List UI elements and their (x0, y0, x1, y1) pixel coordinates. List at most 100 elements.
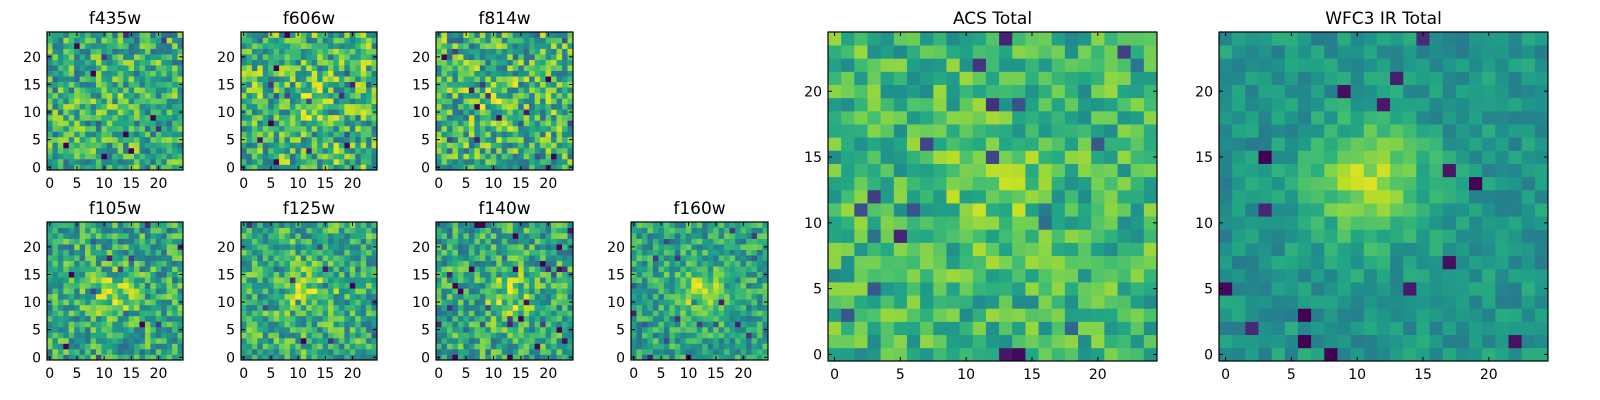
heatmap-cell (68, 249, 75, 256)
heatmap-cell (562, 120, 568, 127)
heatmap-cell (366, 326, 372, 333)
heatmap-cell (468, 164, 475, 171)
heatmap-cell (920, 347, 934, 362)
heatmap-cell (246, 59, 253, 66)
heatmap-cell (63, 343, 70, 350)
heatmap-cell (317, 222, 323, 228)
heatmap-cell (507, 233, 514, 239)
heatmap-cell (273, 54, 280, 60)
heatmap-cell (718, 315, 725, 322)
heatmap-cell (57, 120, 64, 127)
heatmap-cell (284, 266, 291, 273)
heatmap-cell (880, 295, 895, 309)
heatmap-cell (344, 59, 351, 66)
heatmap-cell (134, 81, 140, 88)
heatmap-cell (262, 164, 269, 171)
heatmap-cell (867, 268, 881, 283)
heatmap-cell (257, 326, 264, 333)
heatmap-cell (273, 114, 280, 121)
heatmap-cell (746, 337, 752, 344)
heatmap-cell (328, 315, 334, 322)
heatmap-cell (155, 125, 162, 132)
heatmap-cell (729, 343, 736, 350)
heatmap-cell (355, 255, 362, 261)
heatmap-cell (540, 153, 546, 160)
heatmap-cell (441, 288, 448, 295)
heatmap-cell (257, 348, 264, 355)
heatmap-cell (562, 103, 568, 110)
heatmap-cell (90, 326, 97, 333)
heatmap-cell (446, 332, 453, 339)
heatmap-cell (79, 81, 86, 88)
heatmap-cell (284, 326, 291, 333)
heatmap-cell (328, 227, 334, 234)
heatmap-cell (436, 70, 442, 77)
heatmap-cell (306, 348, 313, 355)
heatmap-cell (529, 120, 535, 127)
heatmap-cell (512, 54, 519, 60)
heatmap-cell (933, 242, 947, 257)
heatmap-cell (177, 238, 184, 245)
heatmap-cell (545, 103, 552, 110)
heatmap-cell (751, 255, 758, 261)
heatmap-cell (436, 337, 442, 344)
heatmap-cell (457, 354, 464, 361)
heatmap-cell (985, 255, 1000, 270)
heatmap-cell (457, 81, 464, 88)
heatmap-cell (279, 76, 285, 83)
heatmap-cell (311, 76, 318, 83)
y-tick-label: 10 (412, 295, 430, 311)
heatmap-cell (117, 266, 124, 273)
heatmap-cell (452, 337, 459, 344)
heatmap-cell (680, 326, 687, 333)
heatmap-cell (289, 271, 296, 278)
heatmap-cell (562, 299, 568, 306)
heatmap-cell (161, 293, 168, 300)
heatmap-cell (441, 348, 448, 355)
heatmap-cell (523, 299, 530, 306)
heatmap-cell (457, 164, 464, 171)
heatmap-cell (867, 229, 881, 243)
heatmap-cell (95, 37, 102, 44)
heatmap-cell (246, 288, 253, 295)
heatmap-cell (707, 337, 714, 344)
heatmap-cell (663, 304, 670, 311)
heatmap-cell (906, 347, 921, 362)
heatmap-cell (729, 222, 736, 228)
heatmap-cell (117, 158, 124, 165)
heatmap-cell (322, 288, 329, 295)
heatmap-cell (338, 92, 345, 99)
heatmap-cell (47, 98, 53, 105)
heatmap-cell (241, 282, 247, 289)
heatmap-cell (166, 98, 173, 105)
heatmap-cell (257, 271, 264, 278)
heatmap-cell (652, 255, 659, 261)
heatmap-cell (490, 244, 497, 250)
heatmap-cell (685, 304, 692, 311)
heatmap-cell (746, 249, 752, 256)
heatmap-cell (713, 310, 720, 317)
heatmap-cell (663, 249, 670, 256)
heatmap-cell (63, 354, 70, 361)
heatmap-cell (468, 238, 475, 245)
heatmap-cell (246, 277, 253, 284)
heatmap-cell (150, 244, 157, 250)
heatmap-cell (68, 92, 75, 99)
heatmap-cell (696, 260, 703, 267)
heatmap-cell (344, 76, 351, 83)
heatmap-cell (647, 310, 654, 317)
heatmap-cell (344, 266, 351, 273)
heatmap-cell (166, 92, 173, 99)
heatmap-cell (446, 114, 453, 121)
heatmap-cell (702, 315, 709, 322)
heatmap-cell (333, 147, 340, 154)
heatmap-cell (74, 70, 80, 77)
heatmap-cell (306, 299, 313, 306)
heatmap-cell (740, 321, 747, 328)
heatmap-cell (540, 70, 546, 77)
heatmap-cell (567, 227, 574, 234)
heatmap-cell (134, 315, 140, 322)
heatmap-cell (300, 81, 307, 88)
heatmap-cell (311, 109, 318, 116)
heatmap-cell (246, 48, 253, 55)
